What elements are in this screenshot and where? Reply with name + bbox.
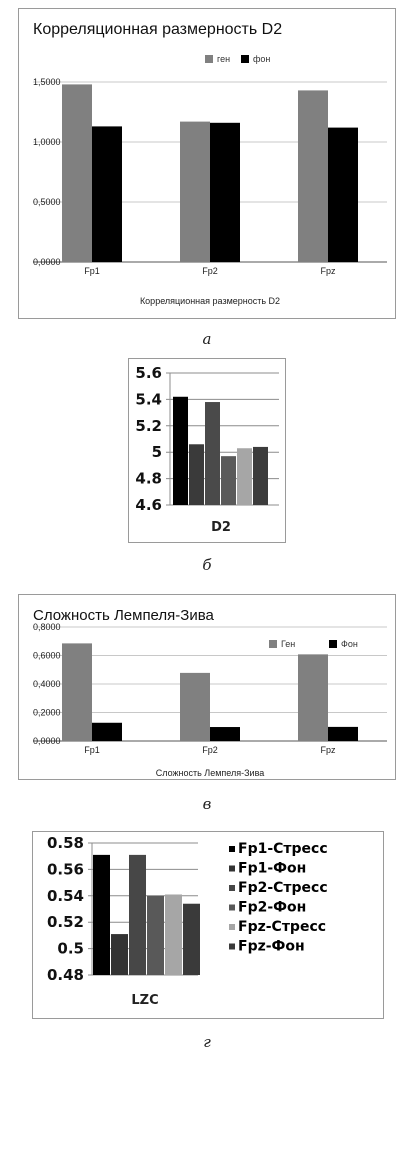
caption-a: а xyxy=(202,330,212,348)
legend-label: фон xyxy=(253,54,270,64)
bar xyxy=(237,448,252,505)
legend-swatch xyxy=(229,924,235,930)
x-tick-label: Fp2 xyxy=(202,745,218,755)
bar xyxy=(210,727,240,741)
bar xyxy=(221,456,236,505)
legend-label: Fpz-Стресс xyxy=(238,919,326,935)
legend-swatch xyxy=(229,885,235,891)
bar xyxy=(180,672,210,741)
y-tick-label: 5 xyxy=(152,443,162,461)
bar xyxy=(210,122,240,262)
x-axis-title: LZC xyxy=(131,993,158,1008)
y-tick-label: 0,2000 xyxy=(33,708,61,718)
x-axis-title: Сложность Лемпеля-Зива xyxy=(156,768,265,778)
y-tick-label: 0.5 xyxy=(57,940,84,958)
y-tick-label: 0,0000 xyxy=(33,257,61,267)
bar xyxy=(328,127,358,262)
legend-swatch xyxy=(269,640,277,648)
y-tick-label: 0,6000 xyxy=(33,651,61,661)
bar xyxy=(328,726,358,741)
y-tick-label: 4.8 xyxy=(135,470,162,488)
bar xyxy=(173,396,188,505)
bar xyxy=(129,854,146,975)
x-axis-title: D2 xyxy=(211,520,231,535)
y-tick-label: 0,5000 xyxy=(33,197,61,207)
y-tick-label: 5.6 xyxy=(135,364,162,382)
chart-panel-d: 0.48 0.5 0.52 0.54 0.56 0.58 LZC Fp1-Стресс Fp1-… xyxy=(32,831,384,1019)
y-tick-label: 0,8000 xyxy=(33,622,61,632)
legend-swatch xyxy=(241,55,249,63)
chart-title: Корреляционная размерность D2 xyxy=(33,21,282,38)
legend-swatch xyxy=(229,846,235,852)
bar xyxy=(111,934,128,975)
chart-panel-b: 4.6 4.8 5 5.2 5.4 5.6 D2 xyxy=(128,358,286,543)
chart-panel-c: Сложность Лемпеля-Зива Ген Фон 0,0000 0,2000… xyxy=(18,594,396,780)
bar xyxy=(62,84,92,263)
chart-panel-a: Корреляционная размерность D2 ген фон 0,000… xyxy=(18,8,396,319)
legend-swatch xyxy=(229,904,235,911)
legend-label: ген xyxy=(217,54,230,64)
y-tick-label: 0,4000 xyxy=(33,679,61,689)
legend-swatch xyxy=(229,943,235,950)
chart-a-svg: Корреляционная размерность D2 ген фон 0,000… xyxy=(33,21,387,306)
y-tick-label: 1,0000 xyxy=(33,137,61,147)
bar xyxy=(147,895,164,975)
caption-c: в xyxy=(202,795,212,813)
chart-b-svg: 4.6 4.8 5 5.2 5.4 5.6 D2 xyxy=(135,364,279,535)
bar xyxy=(93,854,110,975)
y-tick-label: 0,0000 xyxy=(33,736,61,746)
y-tick-label: 0.56 xyxy=(47,860,84,878)
chart-d-svg: 0.48 0.5 0.52 0.54 0.56 0.58 LZC Fp1-Стресс Fp1-… xyxy=(47,834,328,1008)
caption-d: г xyxy=(203,1033,211,1051)
y-tick-label: 0.58 xyxy=(47,834,84,852)
x-tick-label: Fp1 xyxy=(84,266,100,276)
legend-swatch xyxy=(205,55,213,63)
bar xyxy=(298,90,328,263)
legend-label: Fp1-Стресс xyxy=(238,841,328,857)
bar xyxy=(180,121,210,262)
legend-label: Ген xyxy=(281,639,295,649)
legend-label: Фон xyxy=(341,639,358,649)
x-tick-label: Fpz xyxy=(320,266,336,276)
bar xyxy=(165,894,182,975)
chart-c-svg: Сложность Лемпеля-Зива Ген Фон 0,0000 0,2000… xyxy=(33,607,387,778)
caption-b: б xyxy=(202,556,212,574)
legend-swatch xyxy=(329,640,337,648)
x-axis-title: Корреляционная размерность D2 xyxy=(140,296,280,306)
bar xyxy=(92,126,122,263)
legend-label: Fpz-Фон xyxy=(238,939,305,955)
chart-title: Сложность Лемпеля-Зива xyxy=(33,607,215,624)
y-tick-label: 1,5000 xyxy=(33,77,61,87)
legend-label: Fp2-Фон xyxy=(238,900,306,916)
y-tick-label: 5.4 xyxy=(135,390,162,408)
y-tick-label: 0.52 xyxy=(47,913,84,931)
y-tick-label: 0.48 xyxy=(47,966,84,984)
x-tick-label: Fp1 xyxy=(84,745,100,755)
bar xyxy=(62,643,92,741)
bar xyxy=(189,444,204,505)
y-tick-label: 4.6 xyxy=(135,496,162,514)
bar xyxy=(205,402,220,505)
bar xyxy=(253,446,268,505)
legend-label: Fp1-Фон xyxy=(238,861,306,877)
y-tick-label: 5.2 xyxy=(135,417,162,435)
x-tick-label: Fpz xyxy=(320,745,336,755)
legend-label: Fp2-Стресс xyxy=(238,880,328,896)
x-tick-label: Fp2 xyxy=(202,266,218,276)
bar xyxy=(92,722,122,741)
bar xyxy=(183,903,200,975)
y-tick-label: 0.54 xyxy=(47,887,84,905)
legend-swatch xyxy=(229,865,235,872)
bar xyxy=(298,654,328,741)
